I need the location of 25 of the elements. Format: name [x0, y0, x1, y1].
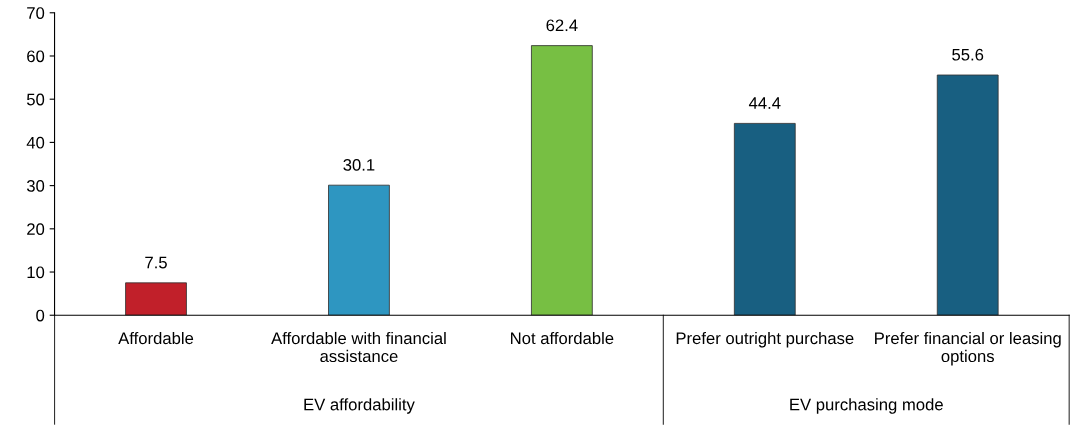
- x-tick-label: Affordable with financial assistance: [271, 331, 446, 363]
- y-tick-label: 30: [26, 180, 45, 192]
- y-tick-label: 40: [26, 136, 45, 149]
- x-tick-label: Prefer outright purchase: [676, 331, 854, 348]
- x-tick-label: Not affordable: [511, 331, 614, 345]
- y-tick-label: 20: [27, 223, 45, 236]
- data-label: 7.5: [145, 256, 167, 269]
- y-tick-label: 10: [27, 266, 45, 279]
- data-label: 62.4: [546, 19, 578, 32]
- bar: [733, 122, 796, 316]
- text: EV affordability: [304, 398, 415, 414]
- x-tick-label: Affordable: [118, 331, 194, 345]
- bar: [531, 45, 593, 316]
- y-tick-label: 70: [27, 7, 45, 19]
- data-label: 30.1: [343, 158, 375, 171]
- bar: [125, 282, 187, 316]
- text: EV purchasing mode: [790, 398, 943, 414]
- bar: [328, 184, 390, 316]
- y-tick-label: 0: [36, 309, 45, 322]
- x-tick-label: Prefer financial or leasing options: [875, 331, 1061, 366]
- bar: [936, 74, 999, 316]
- data-label: 44.4: [748, 97, 781, 109]
- y-tick-label: 60: [27, 50, 45, 63]
- data-label: 55.6: [952, 48, 984, 61]
- y-tick-label: 50: [26, 93, 45, 106]
